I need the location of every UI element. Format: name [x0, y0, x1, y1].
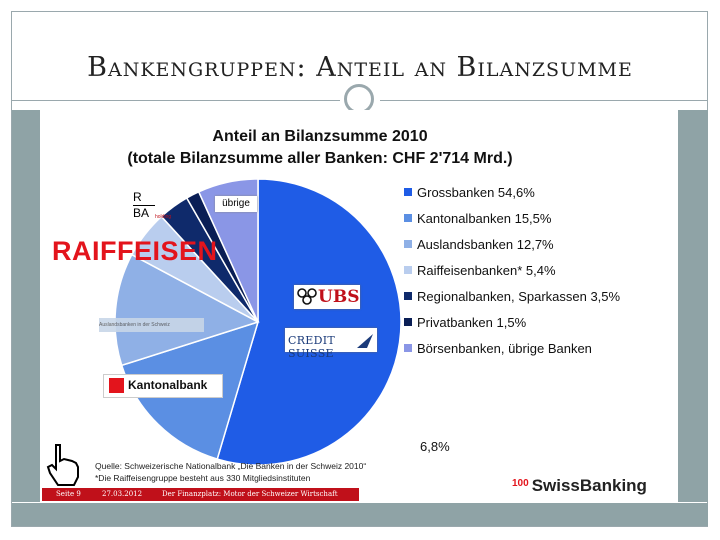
- legend-label-4: Regionalbanken, Sparkassen 3,5%: [417, 289, 621, 304]
- legend-label-5: Privatbanken 1,5%: [417, 315, 527, 330]
- legend-swatch-1: [404, 214, 412, 222]
- footer-bar: Seite 9 27.03.2012 Der Finanzplatz: Moto…: [42, 488, 359, 501]
- footer-page: Seite 9: [56, 490, 81, 498]
- title-divider-left: [12, 100, 340, 101]
- legend-label-6: Börsenbanken, übrige Banken: [417, 341, 592, 356]
- auslandsbanken-logo-text: Auslandsbanken in der Schweiz: [99, 322, 170, 328]
- footer-caption: Der Finanzplatz: Motor der Schweizer Wir…: [162, 490, 338, 498]
- swissbanking-prefix: 100: [512, 478, 529, 489]
- ubs-logo-text: UBS: [318, 287, 360, 307]
- pie-slice-6: [197, 178, 259, 323]
- footnote: *Die Raiffeisengruppe besteht aus 330 Mi…: [95, 473, 311, 483]
- credit-suisse-logo: CREDIT SUISSE: [285, 328, 377, 360]
- legend-swatch-5: [404, 318, 412, 326]
- legend-swatch-6: [404, 344, 412, 352]
- swissbanking-text: SwissBanking: [531, 476, 647, 495]
- legend-item-5: Privatbanken 1,5%: [404, 315, 526, 330]
- swissbanking-logo: 100 SwissBanking: [512, 476, 647, 496]
- ubs-logo: UBS: [294, 285, 360, 309]
- legend-label-1: Kantonalbanken 15,5%: [417, 211, 552, 226]
- legend-swatch-3: [404, 266, 412, 274]
- legend-swatch-0: [404, 188, 412, 196]
- source-note: Quelle: Schweizerische Nationalbank „Die…: [95, 461, 367, 471]
- legend-item-6: Börsenbanken, übrige Banken: [404, 341, 592, 356]
- raiffeisen-logo: RAIFFEISEN: [52, 236, 218, 266]
- auslandsbanken-logo: Auslandsbanken in der Schweiz: [99, 318, 204, 332]
- chart-title: Anteil an Bilanzsumme 2010: [212, 128, 428, 145]
- bottom-band: [12, 503, 708, 526]
- kantonalbank-logo: Kantonalbank: [103, 374, 223, 398]
- legend-item-3: Raiffeisenbanken* 5,4%: [404, 263, 556, 278]
- legend-swatch-4: [404, 292, 412, 300]
- pie-slice-2: [114, 253, 260, 367]
- footer-date: 27.03.2012: [102, 490, 143, 498]
- hand-cursor-icon: [46, 444, 79, 486]
- legend-label-0: Grossbanken 54,6%: [417, 185, 535, 200]
- legend-item-4: Regionalbanken, Sparkassen 3,5%: [404, 289, 620, 304]
- credit-suisse-logo-text: CREDIT SUISSE: [288, 334, 336, 360]
- ubs-keys-icon: [297, 288, 317, 305]
- rba-logo-sub: holding: [155, 214, 172, 220]
- title-divider-right: [380, 100, 708, 101]
- legend-label-3: Raiffeisenbanken* 5,4%: [417, 263, 556, 278]
- legend-item-1: Kantonalbanken 15,5%: [404, 211, 551, 226]
- chart-subtitle: (totale Bilanzsumme aller Banken: CHF 2'…: [127, 150, 513, 167]
- legend-swatch-2: [404, 240, 412, 248]
- uebrige-label: übrige: [215, 196, 257, 212]
- rba-logo-line2: BA: [133, 206, 150, 220]
- legend-item-2: Auslandsbanken 12,7%: [404, 237, 554, 252]
- legend-label-2: Auslandsbanken 12,7%: [417, 237, 554, 252]
- kantonalbank-logo-text: Kantonalbank: [128, 378, 208, 392]
- rba-logo-rule: [133, 205, 155, 206]
- kantonalbank-mark-icon: [109, 378, 124, 393]
- legend-item-line2: 6,8%: [420, 439, 450, 454]
- slide-title: Bankengruppen: Anteil an Bilanzsumme: [87, 52, 633, 83]
- legend-item-0: Grossbanken 54,6%: [404, 185, 535, 200]
- sails-icon: [357, 334, 373, 348]
- rba-logo-line1: R: [133, 190, 142, 204]
- pie-slice-0: [216, 178, 402, 466]
